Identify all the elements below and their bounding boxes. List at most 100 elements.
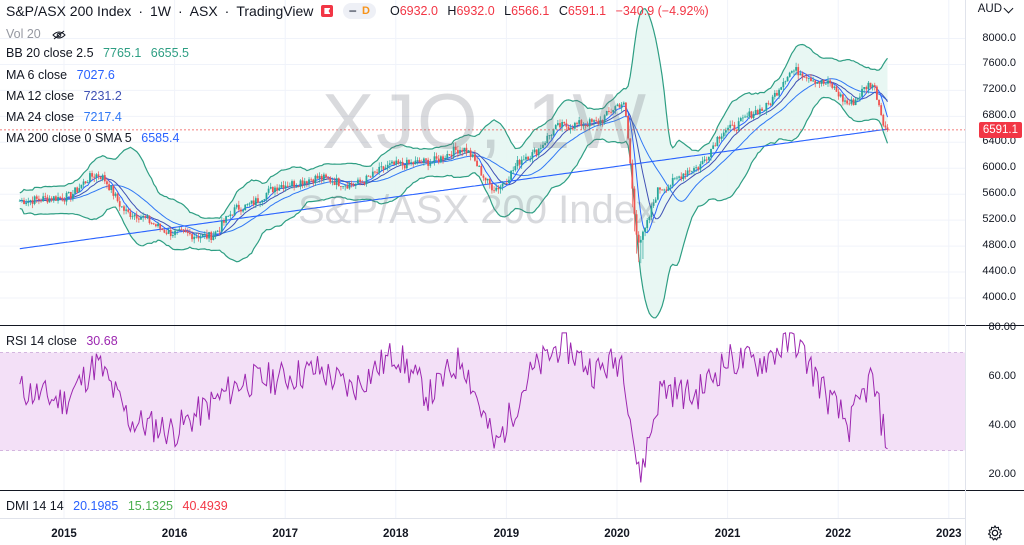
candle-body — [474, 154, 476, 161]
candle-body — [129, 211, 132, 217]
candle-body — [563, 122, 566, 124]
candle-body — [678, 176, 681, 178]
currency-label[interactable]: AUD — [977, 3, 1002, 15]
candle-body — [257, 198, 259, 203]
time-tick-label: 2019 — [493, 528, 520, 540]
ma200-value: 6585.4 — [141, 131, 180, 145]
legend-ma200[interactable]: MA 200 close 0 SMA 5 6585.4 — [6, 131, 179, 145]
candle-body — [159, 223, 162, 229]
candle-body — [788, 72, 791, 77]
candle-body — [565, 123, 568, 127]
legend-bb[interactable]: BB 20 close 2.5 7765.1 6655.5 — [6, 46, 189, 60]
legend-dmi[interactable]: DMI 14 14 20.1985 15.1325 40.4939 — [6, 499, 228, 513]
candle-body — [463, 147, 466, 152]
candle-body — [718, 137, 721, 139]
price-tick-label: 6000.0 — [982, 161, 1016, 174]
candle-body — [748, 111, 751, 117]
candle-body — [673, 177, 676, 179]
candle-body — [31, 200, 34, 204]
market-status-pill[interactable]: ━ D — [343, 3, 376, 19]
candle-body — [778, 89, 780, 96]
legend-ma24[interactable]: MA 24 close 7217.4 — [6, 110, 122, 124]
candle-body — [586, 125, 589, 127]
candle-body — [797, 67, 800, 76]
legend-ma6[interactable]: MA 6 close 7027.6 — [6, 68, 115, 82]
candle-body — [278, 187, 281, 191]
candle-body — [480, 165, 483, 176]
candle-body — [123, 206, 125, 211]
rsi-tick-label: 80.00 — [988, 321, 1016, 333]
candle-body — [169, 229, 172, 237]
price-tick-label: 8000.0 — [982, 31, 1016, 44]
candle-body — [633, 188, 636, 215]
candle-body — [101, 175, 104, 180]
candle-body — [93, 176, 96, 178]
candle-body — [286, 185, 289, 187]
price-tick-label: 4000.0 — [982, 291, 1016, 303]
candle-body — [340, 186, 342, 187]
candle-body — [223, 220, 225, 223]
candle-body — [512, 170, 515, 171]
candle-body — [686, 170, 689, 175]
legend-ma12[interactable]: MA 12 close 7231.2 — [6, 89, 122, 103]
rsi-tick-label: 20.00 — [988, 468, 1016, 480]
candle-body — [780, 87, 783, 90]
candle-body — [48, 198, 51, 203]
candle-body — [120, 206, 123, 208]
candle-body — [869, 82, 872, 88]
candle-body — [276, 187, 279, 191]
candle-body — [157, 223, 159, 227]
legend-rsi[interactable]: RSI 14 close 30.68 — [6, 334, 118, 348]
time-tick-label: 2017 — [272, 528, 298, 540]
candle-body — [739, 118, 742, 122]
legend-vol[interactable]: Vol 20 — [6, 27, 66, 41]
candle-body — [663, 189, 666, 191]
candle-body — [520, 159, 523, 165]
time-tick-label: 2016 — [161, 528, 188, 540]
candle-body — [648, 217, 651, 221]
rsi-tick-label: 40.00 — [988, 419, 1016, 431]
candle-body — [97, 174, 100, 177]
candle-body — [529, 158, 532, 160]
candle-body — [369, 176, 372, 178]
flag-icon[interactable] — [321, 5, 334, 17]
candle-body — [297, 185, 300, 187]
candle-body — [616, 104, 619, 107]
candle-body — [116, 193, 119, 202]
candle-body — [571, 128, 574, 129]
candle-body — [291, 181, 293, 186]
candle-body — [684, 173, 687, 175]
candle-body — [214, 231, 217, 236]
candle-body — [537, 148, 540, 156]
candle-body — [712, 145, 715, 149]
candle-body — [612, 110, 615, 113]
symbol-name[interactable]: S&P/ASX 200 Index — [6, 3, 132, 19]
candle-body — [89, 173, 91, 183]
interval[interactable]: 1W — [149, 3, 171, 19]
candle-body — [548, 135, 551, 137]
candle-body — [212, 235, 215, 240]
candle-body — [514, 166, 517, 171]
eye-hidden-icon[interactable] — [52, 30, 66, 40]
gear-icon[interactable] — [986, 524, 1004, 542]
candle-body — [722, 132, 725, 137]
candle-body — [837, 91, 840, 97]
candle-body — [393, 161, 395, 165]
rsi-value: 30.68 — [86, 334, 118, 348]
candle-body — [301, 180, 304, 185]
candle-body — [174, 230, 176, 236]
candle-body — [661, 189, 663, 191]
candle-body — [546, 135, 549, 144]
price-tick-label: 5600.0 — [982, 187, 1016, 200]
candle-body — [499, 186, 502, 190]
candle-body — [61, 197, 64, 201]
ma24-value: 7217.4 — [83, 110, 122, 124]
candle-body — [550, 135, 553, 136]
candle-body — [84, 181, 87, 184]
candle-body — [444, 158, 447, 160]
candle-body — [746, 116, 749, 118]
candle-body — [735, 130, 738, 132]
candle-body — [367, 175, 370, 177]
